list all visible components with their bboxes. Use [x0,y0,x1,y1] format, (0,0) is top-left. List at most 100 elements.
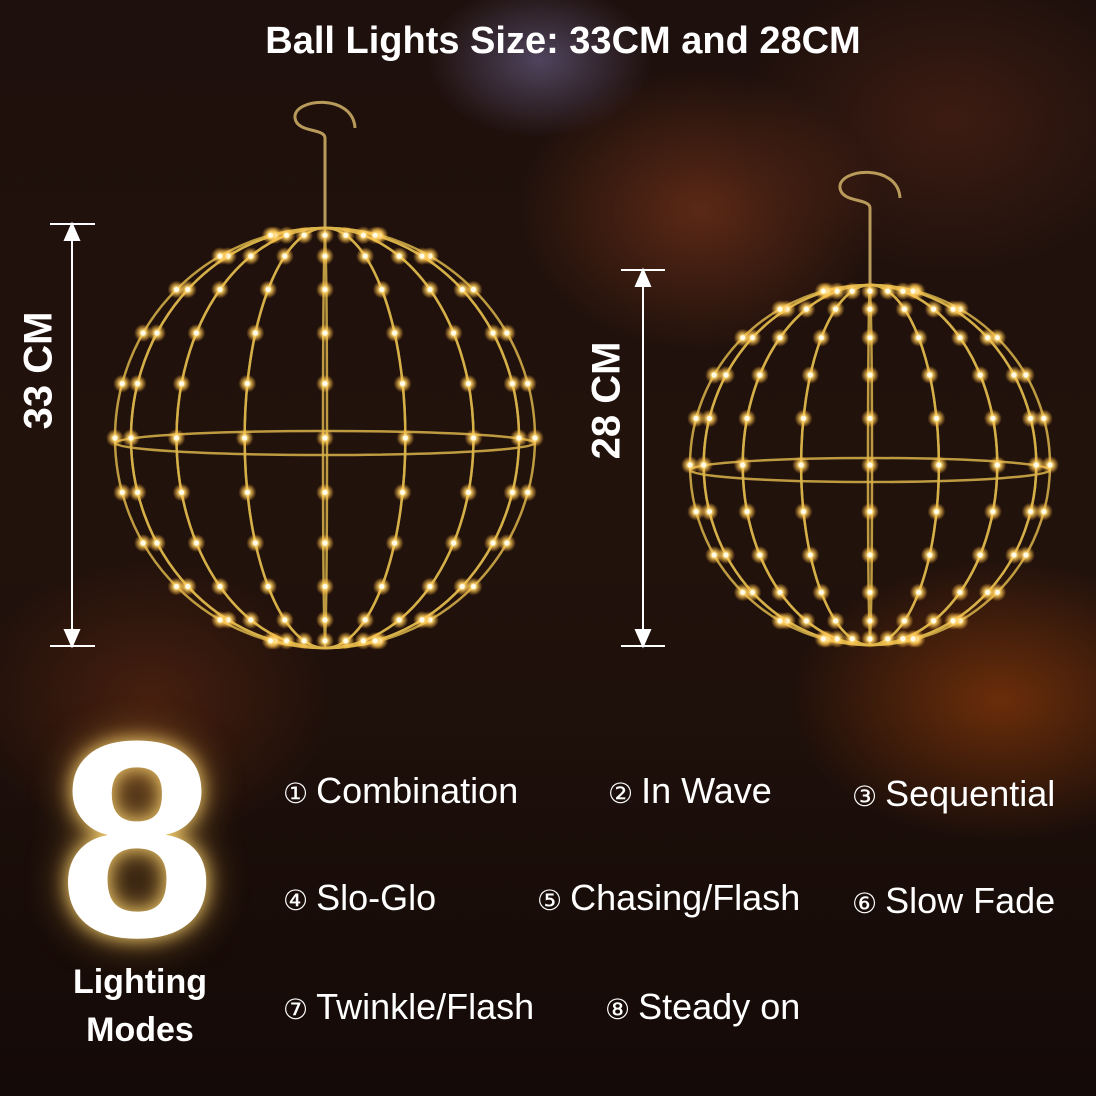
led-bulb [400,489,406,495]
led-bulb [379,286,385,293]
led-bulb [173,286,180,293]
mode-label: In Wave [641,770,772,811]
mode-item: ⑥ Slow Fade [852,880,1055,922]
modes-label-line2: Modes [86,1011,194,1049]
led-bulb [1041,509,1047,515]
led-bulb [803,618,810,624]
mode-item: ② In Wave [608,770,772,812]
led-bulb [849,288,855,294]
led-bulb [400,381,406,387]
led-bulb [757,372,763,378]
mode-label: Steady on [638,986,801,1027]
led-bulb [396,617,402,623]
led-bulb [490,540,496,546]
led-bulb [193,540,199,546]
dimension-line-33cm [50,221,95,649]
mode-number: ③ [852,781,878,812]
led-bulb [343,638,349,644]
led-bulb [957,335,963,341]
led-bulb [777,589,783,595]
led-bulb [833,618,839,624]
led-bulb [451,330,457,336]
led-bulb [740,335,746,341]
led-bulb [217,253,223,259]
led-bulb [362,617,368,623]
led-bulb [322,583,328,590]
led-bulb [154,330,160,336]
led-bulb [154,540,160,546]
mode-item: ⑦ Twinkle/Flash [283,986,534,1028]
mode-number: ⑦ [283,994,309,1025]
led-bulb [985,335,991,341]
led-bulb [217,286,223,293]
led-bulb [931,618,937,624]
mode-item: ④ Slo-Glo [283,877,436,919]
led-bulb [867,372,873,378]
led-bulb [867,288,873,294]
led-bulb [867,306,873,312]
led-bulb [128,435,134,441]
led-bulb [532,435,538,441]
led-bulb [833,306,839,312]
led-bulb [516,435,522,441]
led-bulb [985,589,991,595]
led-bulb [927,552,933,558]
led-bulb [885,636,891,642]
led-bulb [362,253,368,259]
led-bulb [820,636,827,642]
led-bulb [392,540,398,546]
led-bulb [777,618,783,624]
led-bulb [265,583,271,590]
led-bulb [509,489,515,495]
led-bulb [744,415,750,421]
led-bulb [173,583,180,590]
led-bulb [465,489,471,495]
led-bulb [950,618,956,624]
led-bulb [820,288,827,294]
dimension-line-28cm [621,267,665,649]
led-bulb [135,381,141,387]
hook [293,100,357,228]
led-bulb [867,462,873,468]
led-bulb [701,462,707,468]
mode-item: ① Combination [283,770,518,812]
led-bulb [322,253,328,259]
led-bulb [900,636,906,642]
page-title: Ball Lights Size: 33CM and 28CM [265,20,861,62]
led-bulb [427,583,433,590]
led-bulb [867,618,873,624]
led-bulb [360,638,366,644]
led-bulb [818,335,824,341]
size-label-33cm: 33 CM [16,311,61,430]
led-bulb [1023,552,1029,558]
led-bulb [867,335,873,341]
led-bulb [525,381,531,387]
led-bulb [244,489,250,495]
led-bulb [936,462,942,468]
led-bulb [470,286,477,293]
led-bulb [242,435,248,441]
led-bulb [282,253,288,259]
led-bulb [140,540,146,546]
small-ball-light [681,170,1059,648]
led-bulb [268,638,274,644]
led-bulb [901,306,908,312]
led-bulb [252,330,258,336]
led-bulb [723,372,729,378]
led-bulb [711,552,717,558]
led-bulb [343,232,349,238]
led-bulb [901,618,908,624]
mode-number: ② [608,778,634,809]
led-bulb [459,286,465,293]
led-bulb [740,462,746,468]
mode-number: ① [283,778,309,809]
led-bulb [867,552,873,558]
led-bulb [807,552,813,558]
led-bulb [818,589,824,595]
led-bulb [419,253,425,259]
mode-label: Chasing/Flash [570,877,801,918]
led-bulb [322,638,328,644]
led-bulb [301,638,307,644]
led-bulb [1028,415,1034,421]
led-bulb [459,583,465,590]
